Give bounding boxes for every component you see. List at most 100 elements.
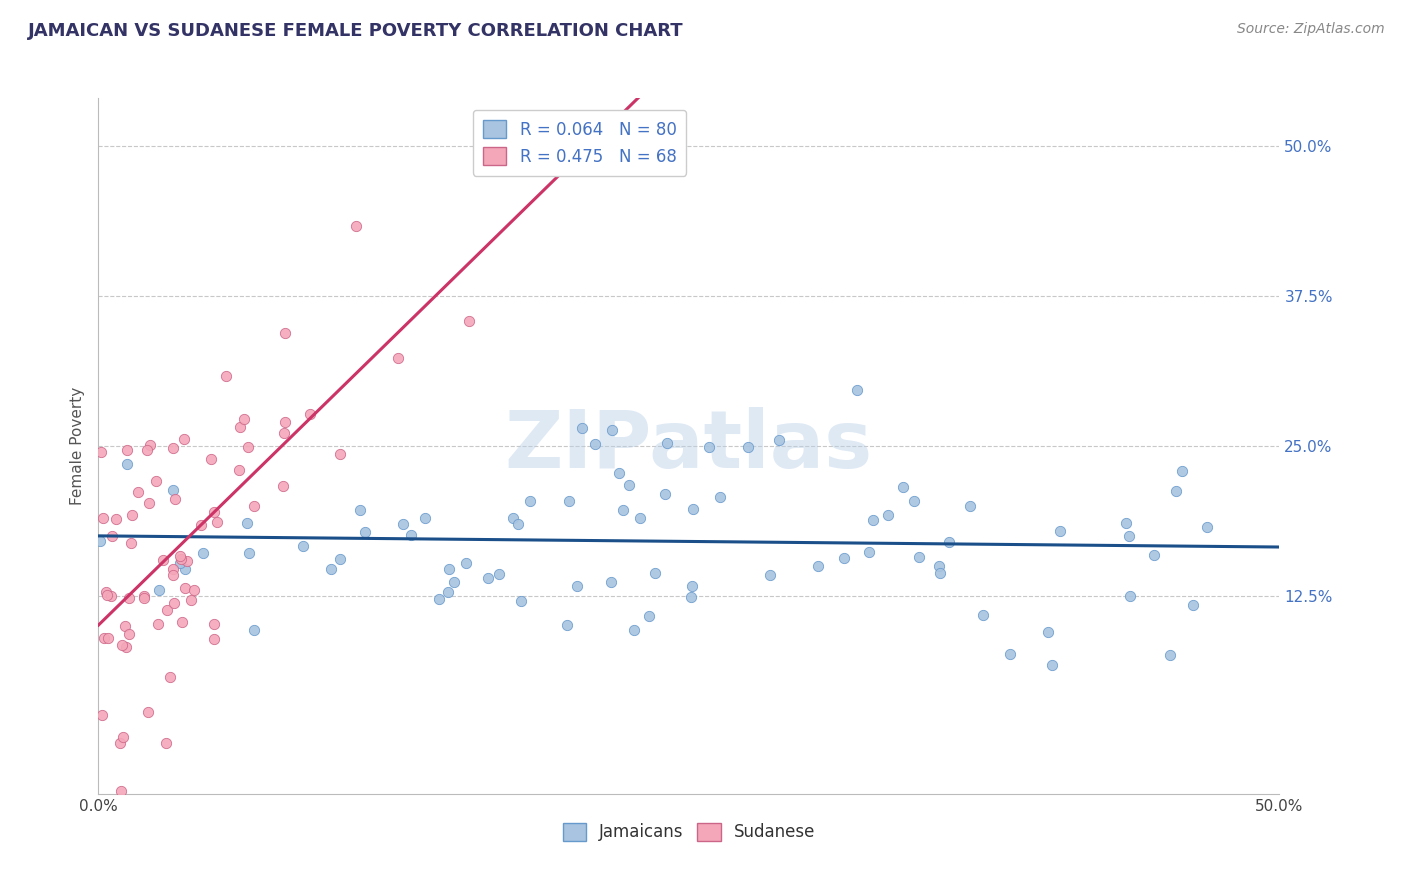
Point <box>1143 548 1166 562</box>
Point <box>169 556 191 570</box>
Point <box>571 421 593 435</box>
Point <box>607 466 630 480</box>
Point <box>100 589 122 603</box>
Point <box>292 539 315 553</box>
Point <box>110 784 132 798</box>
Point <box>236 516 259 531</box>
Point <box>555 617 578 632</box>
Point <box>387 351 409 366</box>
Point <box>600 574 623 589</box>
Point <box>644 566 666 581</box>
Point <box>972 608 994 623</box>
Point <box>115 457 138 471</box>
Point <box>928 559 950 574</box>
Point <box>876 508 898 522</box>
Point <box>349 503 371 517</box>
Point <box>1118 529 1140 543</box>
Point <box>391 516 413 531</box>
Point <box>238 546 260 560</box>
Point <box>138 496 160 510</box>
Point <box>176 554 198 568</box>
Point <box>928 566 950 580</box>
Point <box>134 589 156 603</box>
Point <box>162 567 184 582</box>
Point <box>456 556 478 570</box>
Point <box>488 567 510 582</box>
Point <box>628 510 651 524</box>
Point <box>298 407 321 421</box>
Point <box>759 567 782 582</box>
Point <box>115 640 138 654</box>
Point <box>519 493 541 508</box>
Point <box>413 511 436 525</box>
Point <box>118 591 141 606</box>
Point <box>1118 589 1140 603</box>
Point <box>96 584 118 599</box>
Point <box>202 617 225 632</box>
Point <box>162 483 184 497</box>
Point <box>174 581 197 595</box>
Point <box>242 623 264 637</box>
Point <box>145 474 167 488</box>
Point <box>959 499 981 513</box>
Point <box>111 638 134 652</box>
Point <box>1049 524 1071 538</box>
Point <box>903 494 925 508</box>
Point <box>655 436 678 450</box>
Point <box>202 632 225 647</box>
Point <box>104 512 127 526</box>
Point <box>401 528 423 542</box>
Point <box>567 579 589 593</box>
Point <box>159 670 181 684</box>
Point <box>681 591 703 605</box>
Point <box>558 494 581 508</box>
Point <box>329 552 352 566</box>
Point <box>697 440 720 454</box>
Point <box>112 730 135 744</box>
Point <box>110 736 132 750</box>
Point <box>191 546 214 560</box>
Point <box>169 549 191 564</box>
Point <box>768 433 790 447</box>
Point <box>638 609 661 624</box>
Point <box>274 326 297 340</box>
Point <box>907 549 929 564</box>
Point <box>190 517 212 532</box>
Point <box>163 596 186 610</box>
Point <box>832 551 855 566</box>
Point <box>737 440 759 454</box>
Point <box>96 588 118 602</box>
Point <box>162 441 184 455</box>
Point <box>156 603 179 617</box>
Point <box>354 525 377 540</box>
Point <box>172 615 194 629</box>
Point <box>183 583 205 598</box>
Point <box>236 440 259 454</box>
Point <box>1197 520 1219 534</box>
Point <box>891 480 914 494</box>
Point <box>148 582 170 597</box>
Point <box>93 631 115 645</box>
Point <box>709 490 731 504</box>
Point <box>115 443 138 458</box>
Point <box>205 516 228 530</box>
Point <box>155 736 177 750</box>
Point <box>612 503 634 517</box>
Point <box>443 575 465 590</box>
Point <box>118 627 141 641</box>
Point <box>623 624 645 638</box>
Point <box>845 384 868 398</box>
Point <box>200 451 222 466</box>
Text: JAMAICAN VS SUDANESE FEMALE POVERTY CORRELATION CHART: JAMAICAN VS SUDANESE FEMALE POVERTY CORR… <box>28 22 683 40</box>
Point <box>654 486 676 500</box>
Point <box>180 592 202 607</box>
Point <box>998 647 1021 661</box>
Text: Source: ZipAtlas.com: Source: ZipAtlas.com <box>1237 22 1385 37</box>
Point <box>682 502 704 516</box>
Point <box>146 617 169 632</box>
Point <box>163 491 186 506</box>
Point <box>1159 648 1181 663</box>
Point <box>100 528 122 542</box>
Point <box>232 411 254 425</box>
Point <box>1164 483 1187 498</box>
